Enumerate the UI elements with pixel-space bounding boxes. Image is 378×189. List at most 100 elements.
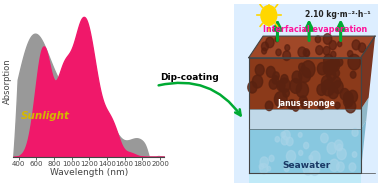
Circle shape [327,142,336,154]
Circle shape [281,74,288,84]
Circle shape [304,142,309,149]
Circle shape [296,82,308,98]
Circle shape [332,63,338,70]
Circle shape [323,46,330,55]
Circle shape [269,155,274,162]
Circle shape [352,152,357,157]
Circle shape [248,82,257,93]
Circle shape [261,6,277,25]
Circle shape [282,130,290,140]
Circle shape [323,34,332,44]
Circle shape [269,79,277,89]
Circle shape [281,132,285,138]
Circle shape [348,90,358,103]
Circle shape [305,50,310,57]
Circle shape [272,76,279,84]
Circle shape [329,41,336,50]
Text: Interfacial evaporation: Interfacial evaporation [263,25,367,34]
Circle shape [331,51,336,58]
Circle shape [310,151,320,163]
Circle shape [277,81,285,91]
Circle shape [275,37,279,42]
Text: Dip-coating: Dip-coating [160,73,218,82]
Circle shape [318,99,326,109]
Polygon shape [249,109,361,129]
Text: Seawater: Seawater [282,161,330,170]
Circle shape [276,49,281,56]
Circle shape [299,63,305,71]
Circle shape [352,40,360,50]
Circle shape [262,48,266,54]
Circle shape [336,162,344,172]
Y-axis label: Absorption: Absorption [3,58,12,104]
Polygon shape [361,36,375,109]
Circle shape [299,96,307,106]
Circle shape [287,101,293,108]
Circle shape [324,54,333,67]
Circle shape [290,79,302,93]
Circle shape [287,150,296,162]
Circle shape [349,163,356,171]
Circle shape [288,100,296,109]
Circle shape [274,91,287,107]
Circle shape [336,58,343,66]
Circle shape [259,164,263,169]
Circle shape [321,75,333,89]
Circle shape [279,78,290,92]
Circle shape [333,69,339,77]
Circle shape [260,157,268,167]
Circle shape [323,61,335,75]
Circle shape [315,36,321,43]
Circle shape [333,81,343,93]
Circle shape [337,148,346,160]
Circle shape [335,102,340,109]
Circle shape [344,92,353,103]
Circle shape [299,150,303,156]
Text: Sunlight: Sunlight [20,111,70,121]
Circle shape [262,42,268,51]
Circle shape [335,140,343,151]
Circle shape [293,104,299,111]
Circle shape [286,137,293,146]
Circle shape [267,166,271,171]
Circle shape [298,47,306,57]
Circle shape [260,163,268,174]
Polygon shape [249,58,361,109]
Circle shape [317,84,326,95]
Circle shape [309,155,313,160]
Circle shape [337,144,342,151]
Circle shape [345,100,356,113]
Circle shape [316,46,323,55]
Circle shape [328,86,338,99]
Circle shape [321,133,328,143]
Circle shape [329,159,339,171]
Circle shape [283,51,291,60]
Circle shape [273,72,279,80]
Circle shape [285,45,290,51]
Circle shape [348,54,360,70]
Polygon shape [249,129,361,173]
Circle shape [301,61,315,78]
Circle shape [344,92,353,104]
Polygon shape [361,121,366,173]
Circle shape [275,136,279,142]
Circle shape [298,132,302,137]
Circle shape [327,70,336,81]
Circle shape [310,161,320,173]
Circle shape [352,129,358,136]
Circle shape [265,101,273,111]
Circle shape [358,43,366,52]
FancyBboxPatch shape [230,0,378,189]
Circle shape [338,41,342,47]
Circle shape [343,95,353,107]
Circle shape [350,71,356,78]
Circle shape [340,88,349,100]
Text: Janus sponge: Janus sponge [277,98,335,108]
Circle shape [301,99,308,109]
Text: 2.10 kg·m⁻²·h⁻¹: 2.10 kg·m⁻²·h⁻¹ [305,10,371,19]
Circle shape [310,163,320,175]
Circle shape [329,58,340,72]
Circle shape [255,64,264,76]
Circle shape [334,59,339,66]
Circle shape [284,165,289,172]
